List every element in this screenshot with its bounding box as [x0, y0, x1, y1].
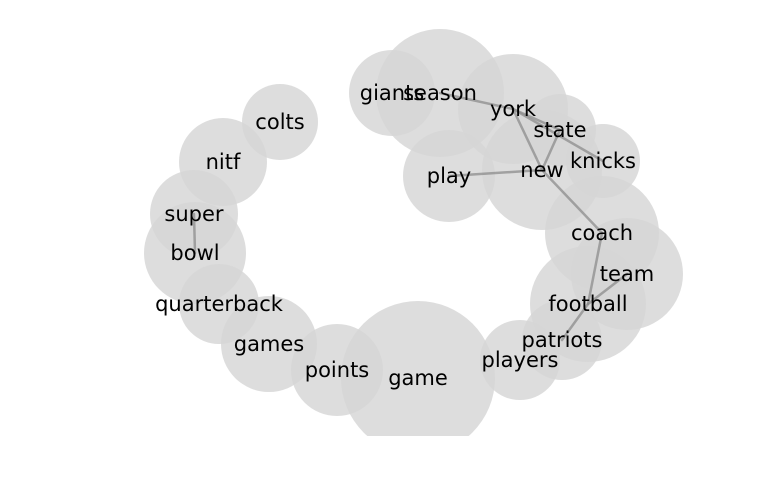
label-new: new [520, 158, 563, 182]
edge-super-bowl [192, 212, 197, 255]
label-super: super [164, 202, 224, 226]
label-team: team [600, 262, 654, 286]
label-state: state [533, 118, 586, 142]
edge-state-new [540, 128, 562, 172]
label-football: football [548, 292, 627, 316]
label-points: points [305, 358, 370, 382]
edge-layer [192, 91, 629, 342]
edge-football-patriots [560, 302, 590, 342]
label-york: york [490, 97, 537, 121]
edge-york-new [511, 107, 544, 172]
label-coach: coach [571, 221, 633, 245]
label-giants: giants [360, 81, 425, 105]
label-knicks: knicks [570, 149, 636, 173]
label-patriots: patriots [522, 328, 603, 352]
bubble-game [341, 301, 495, 436]
label-nitf: nitf [206, 150, 241, 174]
label-game: game [388, 366, 448, 390]
bubble-giants [349, 50, 435, 136]
edge-coach-football [586, 231, 604, 306]
label-quarterback: quarterback [155, 292, 284, 316]
edge-new-coach [540, 168, 604, 235]
label-play: play [427, 164, 471, 188]
label-layer: colts nitf super bowl quarterback gamespoints… [155, 81, 654, 390]
label-players: players [482, 348, 559, 372]
edge-football-team [586, 272, 629, 306]
label-season: season [403, 81, 477, 105]
label-bowl: bowl [170, 241, 219, 265]
edge-new-play [447, 168, 544, 178]
label-games: games [234, 332, 305, 356]
label-colts: colts [255, 110, 304, 134]
edge-season-york [438, 91, 515, 111]
